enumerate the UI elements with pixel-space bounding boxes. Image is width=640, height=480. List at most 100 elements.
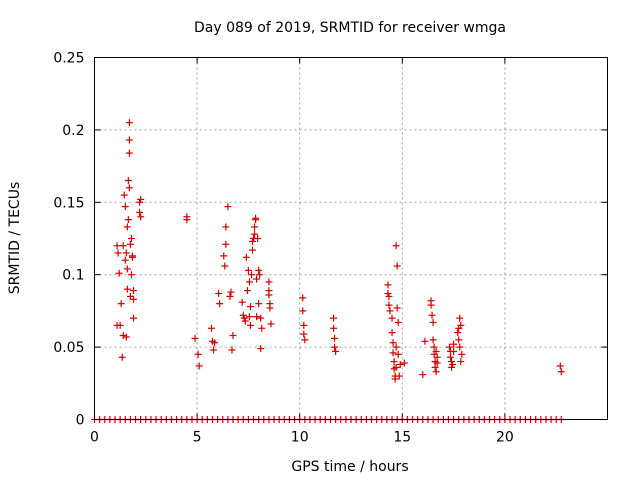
data-point [207, 324, 215, 332]
data-point [227, 288, 235, 296]
data-point [115, 269, 123, 277]
data-point [457, 321, 465, 329]
data-point [244, 266, 252, 274]
data-point [125, 149, 133, 157]
data-point [432, 347, 440, 355]
data-point [242, 253, 250, 261]
data-point [253, 275, 261, 283]
data-point [113, 242, 121, 250]
data-point [456, 314, 464, 322]
data-point [123, 223, 131, 231]
data-point [450, 340, 458, 348]
data-point [123, 285, 131, 293]
data-point [300, 330, 308, 338]
data-point [388, 329, 396, 337]
data-point [385, 301, 393, 309]
data-point [428, 311, 436, 319]
data-point [122, 249, 130, 257]
data-point [128, 252, 136, 260]
x-axis-label: GPS time / hours [291, 459, 408, 475]
data-point [229, 332, 237, 340]
data-point [122, 333, 130, 341]
data-point [266, 304, 274, 312]
data-point [386, 307, 394, 315]
data-point [427, 301, 435, 309]
data-point [392, 242, 400, 250]
data-point [258, 324, 266, 332]
data-point [251, 230, 259, 238]
data-point [445, 343, 453, 351]
data-point [419, 371, 427, 379]
data-point [556, 362, 564, 370]
y-tick-label: 0.1 [62, 268, 84, 284]
x-tick-label: 0 [90, 430, 99, 446]
data-point [194, 350, 202, 358]
data-point [228, 346, 236, 354]
data-point [119, 332, 127, 340]
data-point [195, 362, 203, 370]
data-point [247, 271, 255, 279]
data-point [255, 266, 263, 274]
data-point [395, 372, 403, 380]
data-point [429, 336, 437, 344]
data-point [245, 278, 253, 286]
data-point [127, 271, 135, 279]
data-point [393, 304, 401, 312]
data-point [331, 343, 339, 351]
data-point [389, 349, 397, 357]
y-tick-label: 0.2 [62, 123, 84, 139]
data-point [389, 339, 397, 347]
data-point [455, 336, 463, 344]
data-point [299, 294, 307, 302]
data-point [257, 314, 265, 322]
data-point [121, 256, 129, 264]
data-point [121, 203, 129, 211]
data-point [127, 235, 135, 242]
data-point [251, 223, 259, 231]
x-tick-label: 15 [393, 430, 411, 446]
tick-layer: 0 0.05 0.1 0.15 0.2 0.25 0 5 10 15 20 [53, 51, 608, 446]
data-point [116, 321, 124, 329]
data-point [433, 359, 441, 367]
data-point [432, 368, 440, 376]
data-point [394, 318, 402, 326]
data-point [390, 358, 398, 366]
data-point [125, 119, 133, 127]
data-point [119, 242, 127, 250]
data-point [252, 216, 260, 224]
data-point [211, 339, 219, 347]
data-point [450, 347, 458, 355]
data-point [391, 375, 399, 383]
data-point [392, 363, 400, 371]
data-point [400, 359, 408, 367]
data-point [299, 307, 307, 315]
data-point [137, 213, 145, 221]
y-tick-label: 0.25 [53, 51, 84, 67]
data-point [215, 290, 223, 298]
data-point [220, 252, 228, 260]
data-point [253, 313, 261, 321]
data-point [456, 343, 464, 351]
data-point [330, 314, 338, 322]
point-layer [91, 119, 565, 423]
data-point [222, 240, 230, 248]
data-point [137, 195, 145, 203]
data-point [224, 203, 232, 211]
data-point [430, 343, 438, 351]
data-point [254, 235, 262, 242]
data-point [249, 246, 257, 254]
data-point [246, 321, 254, 329]
data-point [238, 298, 246, 306]
data-point [136, 208, 144, 216]
data-point [255, 300, 263, 308]
y-tick-label: 0.15 [53, 195, 84, 211]
data-point [241, 317, 249, 325]
data-point [126, 240, 134, 248]
data-point [385, 292, 393, 300]
data-point [125, 136, 133, 144]
data-point [393, 262, 401, 270]
data-point [301, 336, 309, 344]
data-point [392, 343, 400, 351]
data-point [114, 249, 122, 257]
data-point [221, 262, 229, 270]
